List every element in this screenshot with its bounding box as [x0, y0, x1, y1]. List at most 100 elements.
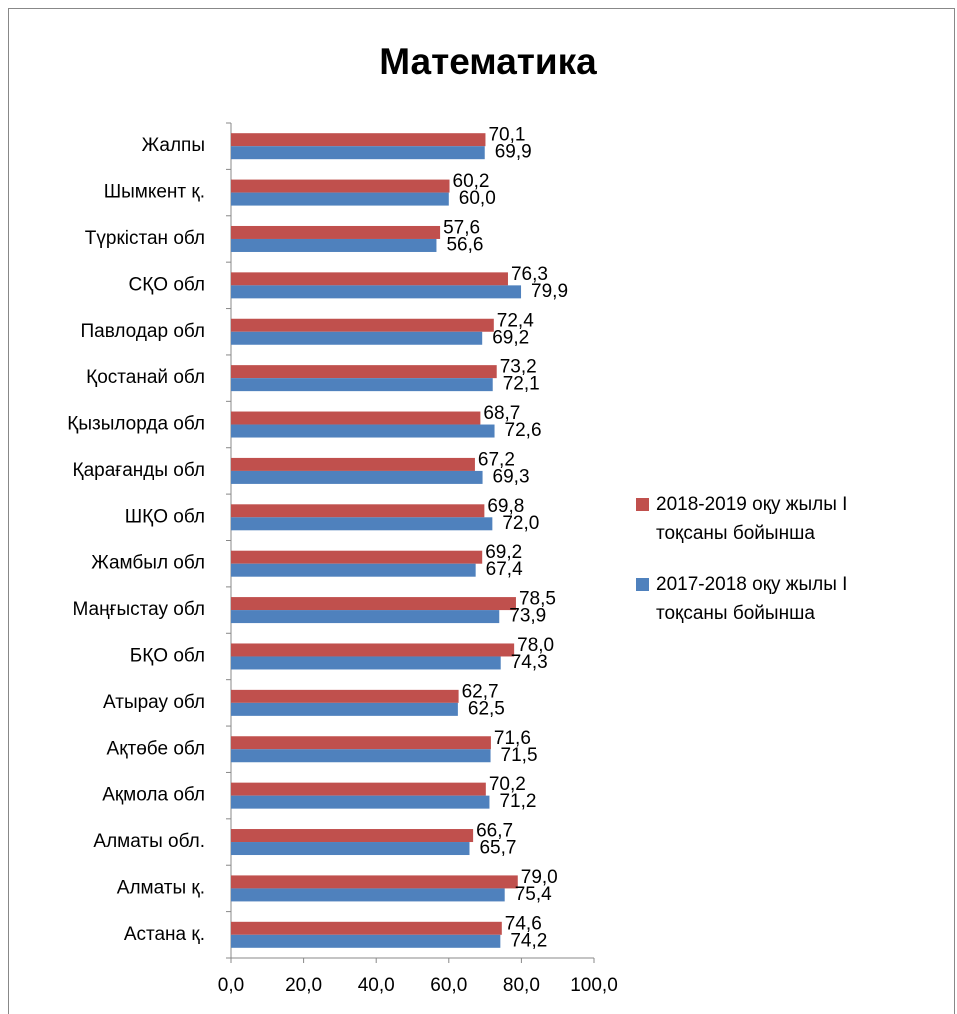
value-label: 67,2: [478, 449, 515, 470]
bar: [231, 331, 483, 345]
value-label: 73,2: [500, 357, 537, 378]
bar: [231, 517, 493, 531]
y-tick-label: Астана қ.: [124, 924, 205, 945]
y-tick-label: Түркістан обл: [85, 228, 205, 249]
value-label: 67,4: [486, 559, 523, 580]
value-label: 72,0: [502, 513, 539, 534]
bar: [231, 782, 486, 796]
y-tick-label: Қызылорда обл: [67, 414, 205, 435]
bar: [231, 643, 515, 657]
value-label: 65,7: [479, 838, 516, 859]
y-tick-label: Қостанай обл: [86, 367, 205, 388]
value-label: 73,9: [509, 606, 546, 627]
value-label: 56,6: [446, 234, 483, 255]
bar: [231, 146, 485, 160]
value-label: 69,2: [492, 327, 529, 348]
value-label: 62,7: [462, 681, 499, 702]
value-label: 74,6: [505, 913, 542, 934]
y-tick-label: Алматы қ.: [117, 877, 205, 898]
bar: [231, 504, 485, 518]
bar: [231, 550, 483, 564]
value-label: 62,5: [468, 698, 505, 719]
y-tick-label: Шымкент қ.: [104, 182, 205, 203]
value-label: 70,1: [488, 125, 525, 146]
value-label: 69,3: [493, 466, 530, 487]
bar: [231, 365, 497, 379]
bar: [231, 610, 500, 624]
bar: [231, 597, 516, 611]
legend-label: 2017-2018 оқу жылы I тоқсаны бойынша: [656, 574, 848, 624]
y-tick-label: Жалпы: [142, 135, 205, 156]
bar: [231, 656, 501, 670]
y-tick-label: ШҚО обл: [125, 506, 205, 527]
chart-title: Математика: [379, 41, 597, 82]
bar: [231, 702, 458, 716]
x-tick-label: 100,0: [570, 975, 618, 996]
x-tick-label: 60,0: [430, 975, 467, 996]
y-tick-label: Маңғыстау обл: [73, 599, 206, 620]
y-tick-label: Алматы обл.: [93, 831, 205, 852]
bar: [231, 842, 470, 856]
bar: [231, 192, 449, 206]
bar: [231, 689, 459, 703]
value-label: 60,0: [459, 188, 496, 209]
value-label: 75,4: [515, 884, 552, 905]
bar: [231, 272, 508, 286]
legend-swatch: [636, 578, 649, 591]
y-tick-label: СҚО обл: [128, 274, 205, 295]
bar: [231, 318, 494, 332]
legend-label: 2018-2019 оқу жылы I тоқсаны бойынша: [656, 494, 848, 544]
bar: [231, 238, 437, 252]
bar: [231, 563, 476, 577]
bar: [231, 378, 493, 392]
y-tick-label: Жамбыл обл: [91, 553, 205, 574]
value-label: 69,2: [485, 542, 522, 563]
y-tick-label: БҚО обл: [130, 645, 205, 666]
value-label: 60,2: [453, 171, 490, 192]
value-label: 78,0: [517, 635, 554, 656]
value-label: 68,7: [483, 403, 520, 424]
bar: [231, 285, 522, 299]
value-label: 76,3: [511, 264, 548, 285]
bar: [231, 921, 502, 935]
value-label: 71,2: [499, 791, 536, 812]
bar: [231, 411, 481, 425]
value-label: 69,8: [487, 496, 524, 517]
x-tick-label: 0,0: [218, 975, 244, 996]
value-label: 74,3: [511, 652, 548, 673]
bar: [231, 179, 450, 193]
chart-frame: [8, 8, 955, 1014]
x-tick-label: 20,0: [285, 975, 322, 996]
bar: [231, 749, 491, 763]
value-label: 57,6: [443, 217, 480, 238]
value-label: 74,2: [510, 930, 547, 951]
bar: [231, 133, 486, 147]
y-tick-label: Ақтөбе обл: [107, 738, 205, 759]
bar: [231, 934, 501, 948]
value-label: 71,6: [494, 728, 531, 749]
bar: [231, 225, 441, 239]
value-label: 72,6: [505, 420, 542, 441]
value-label: 71,5: [501, 745, 538, 766]
bar: [231, 424, 495, 438]
value-label: 79,9: [531, 281, 568, 302]
y-tick-label: Атырау обл: [103, 692, 205, 713]
value-label: 79,0: [521, 867, 558, 888]
bar: [231, 736, 491, 750]
bar: [231, 470, 483, 484]
bar: [231, 457, 475, 471]
bar: [231, 888, 505, 902]
value-label: 66,7: [476, 821, 513, 842]
value-label: 69,9: [495, 142, 532, 163]
bar: [231, 875, 518, 889]
y-tick-label: Ақмола обл: [102, 785, 205, 806]
legend-swatch: [636, 498, 649, 511]
value-label: 72,1: [503, 374, 540, 395]
bar: [231, 829, 474, 843]
value-label: 78,5: [519, 589, 556, 610]
x-tick-label: 80,0: [503, 975, 540, 996]
x-tick-label: 40,0: [358, 975, 395, 996]
y-tick-label: Павлодар обл: [80, 321, 205, 342]
